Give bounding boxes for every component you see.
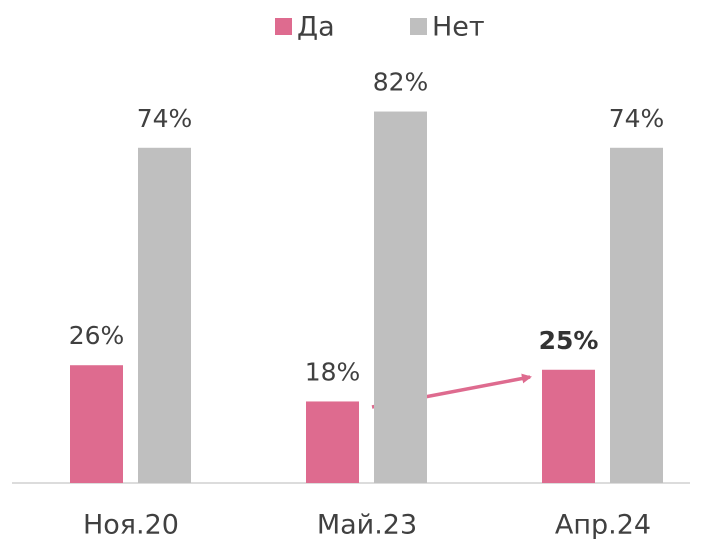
data-label: 25% (539, 326, 599, 355)
x-tick-label: Апр.24 (555, 510, 651, 541)
data-label: 18% (305, 357, 361, 386)
bar (70, 365, 123, 483)
data-label: 74% (609, 104, 665, 133)
bar (374, 111, 427, 483)
data-label: 82% (373, 68, 429, 97)
bar (542, 369, 595, 483)
legend-label: Да (297, 12, 335, 43)
legend-swatch (410, 18, 427, 35)
legend-label: Нет (432, 12, 485, 43)
data-label: 26% (69, 321, 125, 350)
x-tick-label: Май.23 (317, 510, 417, 541)
bar (610, 147, 663, 483)
bar (306, 401, 359, 483)
data-label: 74% (137, 104, 193, 133)
x-tick-label: Ноя.20 (83, 510, 179, 541)
legend-swatch (275, 18, 292, 35)
bar (138, 147, 191, 483)
